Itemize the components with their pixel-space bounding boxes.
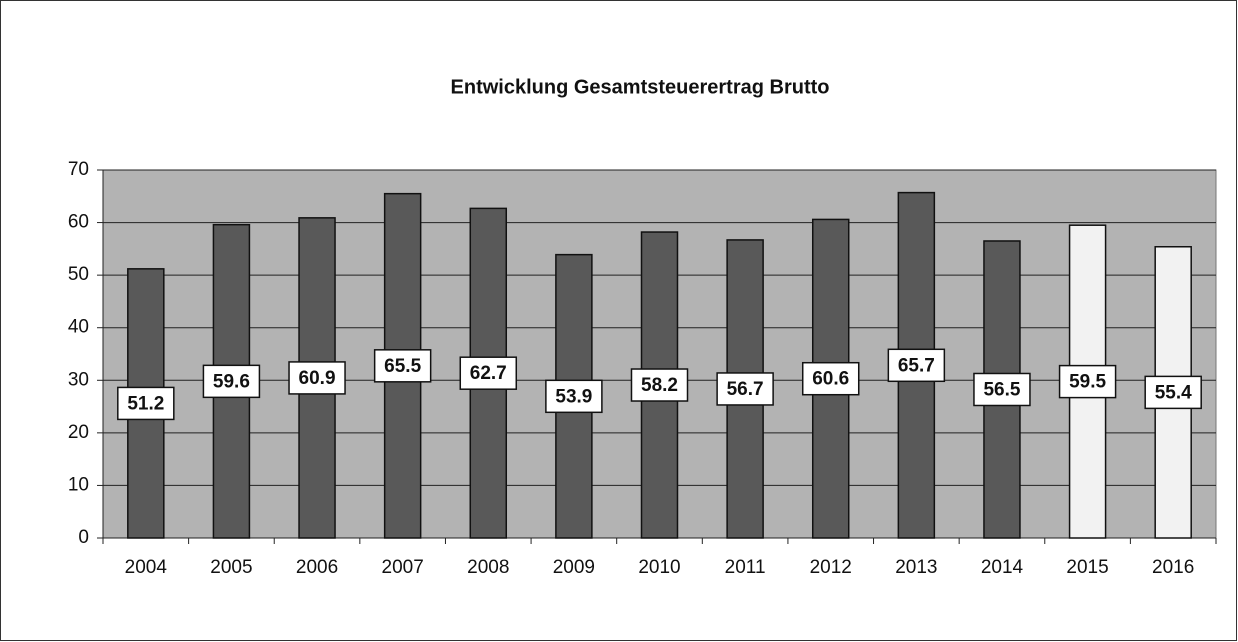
value-label-box (887, 348, 946, 383)
value-label-box (545, 379, 603, 414)
value-label-box (716, 372, 774, 406)
value-label: 56.7 (727, 379, 764, 400)
x-tick-label: 2011 (725, 557, 766, 578)
value-label-box (973, 372, 1031, 407)
value-label: 60.9 (299, 368, 336, 389)
y-tick-label: 70 (68, 159, 89, 180)
x-tick-label: 2006 (296, 557, 338, 578)
value-label: 56.5 (983, 380, 1020, 401)
x-tick-label: 2005 (210, 557, 252, 578)
y-tick-label: 20 (68, 422, 89, 443)
value-label-box (202, 364, 261, 399)
value-label-box (1144, 375, 1202, 410)
y-tick-label: 60 (68, 212, 89, 233)
value-label: 55.4 (1155, 382, 1192, 403)
value-label: 59.5 (1069, 372, 1106, 393)
value-label-box (373, 349, 432, 383)
value-label: 58.2 (641, 375, 678, 396)
chart-title: Entwicklung Gesamtsteuerertrag Brutto (451, 76, 830, 98)
value-label-box (117, 386, 175, 421)
value-label: 59.6 (213, 371, 250, 392)
value-label-box (1058, 364, 1117, 399)
value-label: 60.6 (812, 369, 849, 390)
x-tick-label: 2014 (981, 557, 1024, 578)
x-tick-label: 2007 (382, 557, 424, 578)
y-tick-label: 10 (68, 474, 89, 495)
value-label: 51.2 (127, 393, 164, 414)
value-label: 62.7 (470, 363, 507, 384)
x-tick-label: 2013 (895, 557, 937, 578)
x-tick-label: 2015 (1066, 557, 1108, 578)
value-label: 65.7 (898, 355, 935, 376)
x-tick-label: 2012 (810, 557, 852, 578)
x-tick-label: 2008 (467, 557, 509, 578)
x-tick-label: 2010 (638, 557, 680, 578)
value-label-box (801, 361, 860, 396)
value-label: 65.5 (384, 356, 421, 377)
y-tick-label: 0 (78, 527, 89, 548)
value-label-box (630, 368, 689, 402)
y-tick-label: 40 (68, 317, 89, 338)
value-label: 53.9 (555, 386, 592, 407)
value-label-box (459, 356, 518, 390)
x-tick-label: 2016 (1152, 557, 1194, 578)
y-tick-label: 50 (68, 264, 89, 285)
x-tick-label: 2009 (553, 557, 595, 578)
x-tick-label: 2004 (125, 557, 168, 578)
y-tick-label: 30 (68, 369, 89, 390)
value-label-box (288, 361, 346, 395)
